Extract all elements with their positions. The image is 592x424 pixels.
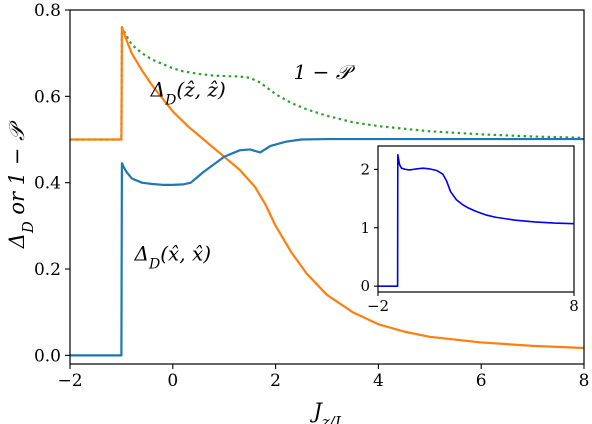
annotation-2: 1 − 𝒫 bbox=[294, 60, 356, 84]
main-x-tick-label: −2 bbox=[57, 371, 82, 391]
main-x-tick-label: 6 bbox=[476, 371, 487, 391]
main-series-line-1 bbox=[70, 26, 585, 350]
main-series-line-0 bbox=[70, 26, 585, 141]
main-x-tick-label: 8 bbox=[579, 371, 590, 391]
main-x-tick-label: 0 bbox=[167, 371, 178, 391]
main-x-tick-label: 2 bbox=[270, 371, 281, 391]
main-y-tick-label: 0.6 bbox=[34, 87, 61, 107]
inset-y-tick-label: 1 bbox=[360, 219, 370, 237]
main-series-line-2 bbox=[70, 137, 584, 357]
inset-plot: −2 8 0 1 2 bbox=[360, 145, 579, 315]
inset-x-tick-label: −2 bbox=[367, 297, 389, 315]
inset-series-line-0 bbox=[378, 153, 575, 287]
inset-axes-frame bbox=[377, 145, 575, 293]
inset-y-tick-label: 2 bbox=[360, 160, 370, 178]
inset-y-tick-label: 0 bbox=[360, 277, 370, 295]
main-y-tick-label: 0.2 bbox=[34, 260, 61, 280]
annotation-1: ΔD(x̂, x̂) bbox=[134, 241, 212, 272]
x-axis-label: Jz/J bbox=[310, 399, 342, 424]
main-y-tick-label: 0.8 bbox=[34, 1, 61, 21]
main-x-tick-label: 4 bbox=[373, 371, 384, 391]
inset-background bbox=[378, 146, 574, 292]
y-axis-label: ΔD or 1 − 𝒫 bbox=[5, 120, 37, 249]
main-y-tick-label: 0.4 bbox=[34, 174, 61, 194]
main-y-tick-label: 0.0 bbox=[34, 346, 61, 366]
main-axes-frame bbox=[69, 9, 585, 365]
main-plot: −2 0 2 4 6 8 0.0 0.2 0.4 0.6 0.8 Jz/J ΔD or 1 − 𝒫 ΔD(… bbox=[5, 1, 589, 424]
inset-x-tick-label: 8 bbox=[569, 297, 579, 315]
annotation-0: ΔD(ẑ, ẑ) bbox=[150, 77, 226, 108]
